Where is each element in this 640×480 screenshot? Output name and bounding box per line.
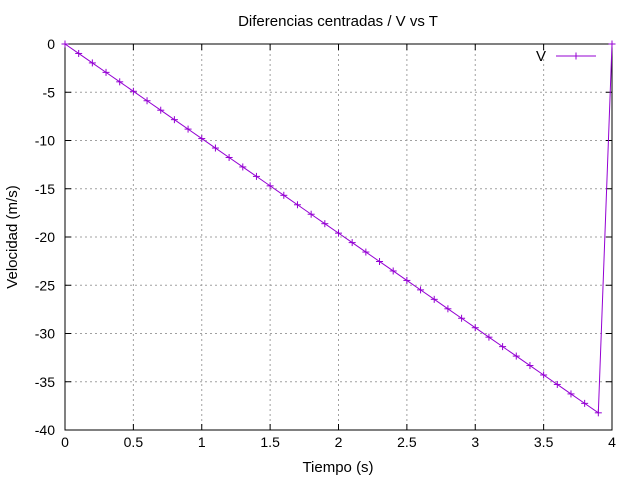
data-point bbox=[225, 153, 233, 161]
x-tick-label: 4 bbox=[608, 434, 616, 450]
data-point bbox=[170, 116, 178, 124]
data-point bbox=[307, 210, 315, 218]
data-point bbox=[458, 314, 466, 322]
data-point bbox=[608, 40, 616, 48]
y-axis-title: Velocidad (m/s) bbox=[4, 185, 21, 288]
data-point bbox=[417, 286, 425, 294]
data-point bbox=[129, 87, 137, 95]
data-point bbox=[157, 106, 165, 114]
y-tick-label: -40 bbox=[35, 422, 55, 438]
x-tick-label: 3 bbox=[471, 434, 479, 450]
data-point bbox=[198, 135, 206, 143]
series-layer bbox=[61, 40, 616, 417]
y-tick-label: -35 bbox=[35, 374, 55, 390]
data-point bbox=[485, 333, 493, 341]
y-tick-label: -30 bbox=[35, 326, 55, 342]
data-point bbox=[321, 220, 329, 228]
grid bbox=[65, 44, 612, 430]
data-point bbox=[61, 40, 69, 48]
data-point bbox=[239, 163, 247, 171]
data-point bbox=[430, 295, 438, 303]
data-point bbox=[252, 172, 260, 180]
data-point bbox=[88, 59, 96, 67]
x-tick-label: 0 bbox=[61, 434, 69, 450]
x-tick-label: 1 bbox=[198, 434, 206, 450]
x-tick-label: 0.5 bbox=[124, 434, 144, 450]
x-tick-label: 3.5 bbox=[534, 434, 554, 450]
data-point bbox=[403, 276, 411, 284]
x-tick-label: 1.5 bbox=[260, 434, 280, 450]
data-point bbox=[376, 258, 384, 266]
data-point bbox=[335, 229, 342, 237]
data-point bbox=[471, 324, 479, 332]
data-point bbox=[362, 248, 370, 256]
data-point bbox=[293, 201, 301, 209]
data-point bbox=[567, 390, 575, 398]
data-point bbox=[444, 305, 452, 313]
y-tick-label: -25 bbox=[35, 277, 55, 293]
y-tick-label: -20 bbox=[35, 229, 55, 245]
data-point bbox=[581, 399, 589, 407]
data-point bbox=[348, 239, 356, 247]
chart-title: Diferencias centradas / V vs T bbox=[238, 13, 438, 30]
data-point bbox=[102, 68, 110, 76]
data-point bbox=[389, 267, 397, 275]
data-point bbox=[553, 380, 561, 388]
legend-label: V bbox=[536, 48, 546, 65]
data-point bbox=[184, 125, 192, 133]
data-point bbox=[116, 78, 124, 86]
data-point bbox=[594, 409, 602, 417]
y-tick-label: -10 bbox=[35, 133, 55, 149]
data-point bbox=[526, 362, 534, 370]
data-point bbox=[143, 97, 151, 105]
data-point bbox=[512, 352, 520, 360]
data-point bbox=[280, 191, 288, 199]
data-point bbox=[211, 144, 219, 152]
legend: V bbox=[536, 48, 596, 65]
x-tick-label: 2 bbox=[335, 434, 343, 450]
data-point bbox=[75, 49, 83, 57]
y-tick-label: -5 bbox=[43, 84, 56, 100]
data-point bbox=[266, 182, 274, 190]
y-tick-label: 0 bbox=[47, 36, 55, 52]
x-axis-title: Tiempo (s) bbox=[302, 459, 373, 476]
data-point bbox=[540, 371, 548, 379]
y-tick-label: -15 bbox=[35, 181, 55, 197]
data-point bbox=[499, 343, 507, 351]
legend-marker bbox=[572, 52, 580, 60]
x-tick-label: 2.5 bbox=[397, 434, 417, 450]
